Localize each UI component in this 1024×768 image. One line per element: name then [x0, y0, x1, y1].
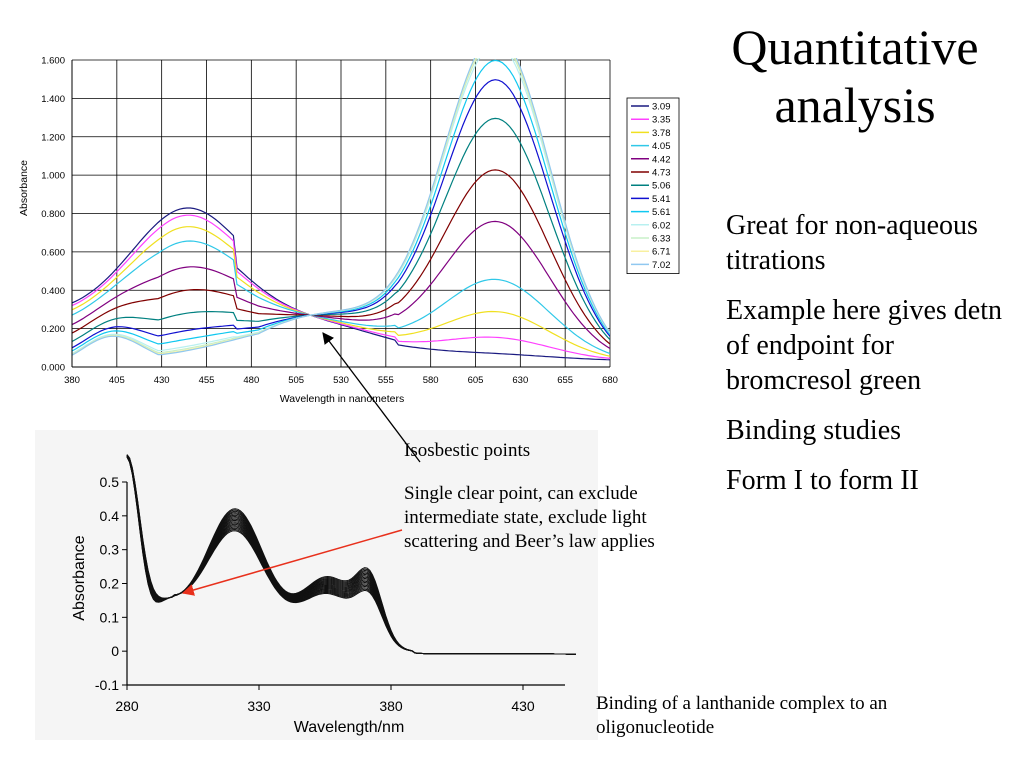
- single-point-red-arrow: [181, 529, 403, 596]
- chart2-y-tick-label: 0.3: [100, 542, 120, 558]
- chart1-x-tick-label: 430: [154, 375, 170, 386]
- chart2-x-tick-label: 330: [247, 698, 271, 714]
- chart1-x-tick-label: 530: [333, 375, 349, 386]
- chart1-x-tick-label: 605: [468, 375, 484, 386]
- chart2-y-tick-label: 0.5: [100, 474, 120, 490]
- chart1-series-line: [72, 220, 610, 350]
- chart2-y-tick-label: 0: [111, 643, 119, 659]
- chart1-legend-label: 5.06: [652, 181, 671, 192]
- chart1-series-line: [72, 79, 610, 349]
- bullet-item: Binding studies: [726, 415, 902, 446]
- bullet-item: Form I to form II: [726, 465, 919, 496]
- chart1-series-line: [72, 207, 610, 361]
- chart1-y-tick-label: 0.800: [41, 209, 65, 220]
- chart2-y-tick-labels: -0.1 0 0.1 0.2 0.3 0.4 0.5: [95, 474, 119, 693]
- chart1-legend: 3.09 3.35 3.78 4.05 4.42 4.73 5.06 5.41 5.61 6.02…: [626, 97, 680, 275]
- title-line-2: analysis: [774, 77, 936, 133]
- chart2-x-tick-label: 280: [115, 698, 139, 714]
- chart2-curves: [126, 454, 576, 655]
- chart1-legend-label: 3.35: [652, 115, 671, 126]
- isosbestic-caption: Isosbestic points: [404, 440, 531, 461]
- chart1-y-tick-labels: 0.000 0.200 0.400 0.600 0.800 1.000 1.200 1.400…: [41, 56, 65, 374]
- chart1-series-line: [72, 226, 610, 357]
- chart2-y-tick-label: -0.1: [95, 677, 119, 693]
- chart1-y-tick-label: 1.600: [41, 56, 65, 67]
- chart1-legend-label: 4.42: [652, 154, 671, 165]
- chart1-y-tick-label: 1.200: [41, 132, 65, 143]
- chart1-legend-label: 3.78: [652, 128, 671, 139]
- chart1-y-tick-label: 0.200: [41, 324, 65, 335]
- chart1-legend-label: 6.02: [652, 220, 671, 231]
- chart1-x-tick-label: 655: [557, 375, 573, 386]
- chart1-x-tick-label: 405: [109, 375, 125, 386]
- chart1-x-tick-label: 680: [602, 375, 618, 386]
- chart1-x-tick-label: 580: [423, 375, 439, 386]
- chart1-legend-label: 5.41: [652, 194, 671, 205]
- bullet-item: Great for non-aqueous titrations: [726, 210, 978, 276]
- chart1-legend-label: 5.61: [652, 207, 671, 218]
- chart1-x-tick-label: 555: [378, 375, 394, 386]
- bullet-list: Great for non-aqueous titrations Example…: [726, 208, 1016, 513]
- chart1-x-tick-label: 505: [288, 375, 304, 386]
- chart1-y-tick-label: 0.600: [41, 247, 65, 258]
- chart1-series-line: [72, 169, 610, 345]
- chart1-y-tick-label: 1.000: [41, 171, 65, 182]
- chart1-legend-label: 4.05: [652, 141, 671, 152]
- title-line-1: Quantitative: [731, 19, 979, 75]
- chart1-y-axis-label: Absorbance: [18, 160, 30, 216]
- chart1-y-tick-label: 0.400: [41, 286, 65, 297]
- titration-spectra-chart: 380 405 430 455 480 505 530 555 580 605 630 655 680 …: [18, 56, 680, 405]
- chart1-series-line: [72, 59, 610, 352]
- chart2-y-tick-label: 0.1: [100, 609, 120, 625]
- chart2-y-tick-label: 0.2: [100, 576, 120, 592]
- chart1-curves: [72, 58, 610, 361]
- binding-spectra-chart: 280 330 380 430 -0.1 0 0.1 0.2 0.3 0.4 0.5 Wavele…: [35, 430, 598, 740]
- chart1-legend-label: 6.33: [652, 234, 671, 245]
- chart1-x-axis-label: Wavelength in nanometers: [280, 393, 405, 405]
- chart2-curve: [126, 454, 576, 655]
- chart2-x-axis-label: Wavelength/nm: [294, 719, 405, 736]
- chart1-x-tick-label: 380: [64, 375, 80, 386]
- chart1-legend-label: 3.09: [652, 102, 671, 113]
- chart2-y-tick-label: 0.4: [100, 508, 120, 524]
- chart1-series-line: [72, 117, 610, 343]
- chart1-series-line: [72, 214, 610, 359]
- chart1-axes: [71, 60, 610, 368]
- chart1-x-tick-labels: 380 405 430 455 480 505 530 555 580 605 630 655 680: [64, 375, 618, 386]
- chart1-legend-label: 7.02: [652, 260, 671, 271]
- chart2-x-tick-labels: 280 330 380 430: [115, 698, 535, 714]
- chart1-series-line: [72, 58, 610, 356]
- slide-title: Quantitative analysis: [690, 18, 1020, 134]
- chart1-x-tick-label: 630: [512, 375, 528, 386]
- chart1-y-tick-label: 0.000: [41, 363, 65, 374]
- binding-caption: Binding of a lanthanide complex to an ol…: [596, 693, 888, 738]
- chart1-y-tick-label: 1.400: [41, 94, 65, 105]
- chart2-axes: [122, 481, 565, 690]
- chart1-legend-label: 6.71: [652, 247, 671, 258]
- chart2-y-axis-label: Absorbance: [71, 535, 88, 620]
- isosbestic-pointer-arrow: [322, 332, 421, 463]
- chart2-x-tick-label: 380: [379, 698, 403, 714]
- chart1-series-line: [72, 240, 610, 355]
- bullet-item: Example here gives detn of endpoint for …: [726, 295, 1003, 396]
- chart2-x-tick-label: 430: [511, 698, 535, 714]
- single-point-caption: Single clear point, can exclude intermed…: [404, 483, 655, 552]
- chart1-legend-label: 4.73: [652, 168, 671, 179]
- chart1-x-tick-label: 480: [243, 375, 259, 386]
- chart1-x-tick-label: 455: [199, 375, 215, 386]
